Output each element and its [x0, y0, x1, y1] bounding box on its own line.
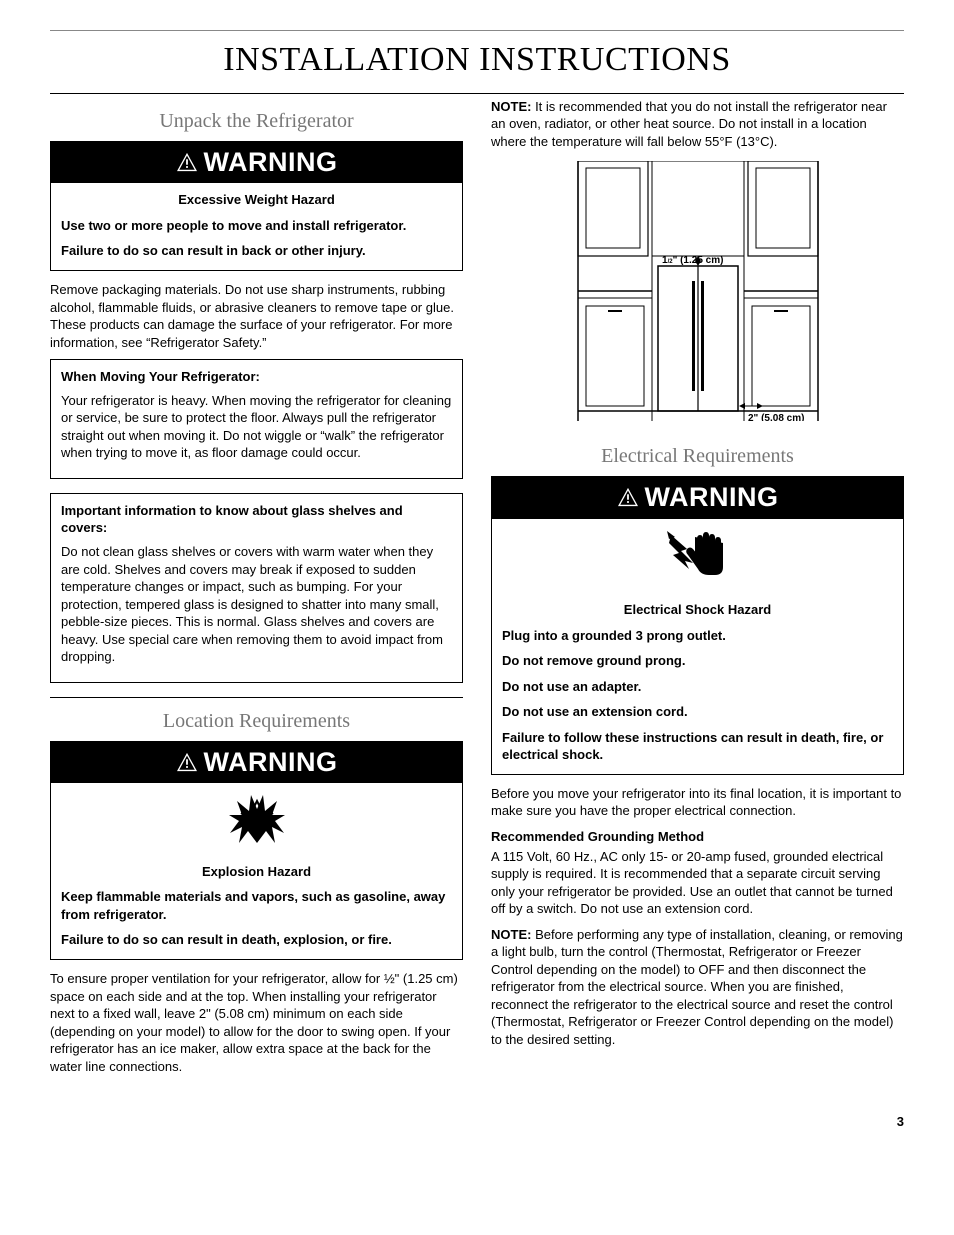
paragraph-grounding: A 115 Volt, 60 Hz., AC only 15- or 20-am… [491, 848, 904, 918]
info-box-body: Your refrigerator is heavy. When moving … [61, 392, 452, 462]
hazard-title: Excessive Weight Hazard [61, 191, 452, 209]
info-box-body: Do not clean glass shelves or covers wit… [61, 543, 452, 666]
warning-body: Electrical Shock Hazard Plug into a grou… [492, 593, 903, 774]
note-body: It is recommended that you do not instal… [491, 99, 887, 149]
hazard-title: Electrical Shock Hazard [502, 601, 893, 619]
warning-excessive-weight: WARNING Excessive Weight Hazard Use two … [50, 141, 463, 271]
warning-line: Keep flammable materials and vapors, suc… [61, 888, 452, 923]
warning-line: Do not use an extension cord. [502, 703, 893, 721]
section-unpack-title: Unpack the Refrigerator [50, 108, 463, 135]
note-body: Before performing any type of installati… [491, 927, 903, 1047]
warning-line: Use two or more people to move and insta… [61, 217, 452, 235]
info-box-title: Important information to know about glas… [61, 502, 452, 537]
warning-word: WARNING [645, 479, 779, 515]
warning-word: WARNING [204, 144, 338, 180]
warning-line: Failure to do so can result in back or o… [61, 242, 452, 260]
warning-line: Do not remove ground prong. [502, 652, 893, 670]
alert-triangle-icon [176, 152, 198, 172]
warning-body: Excessive Weight Hazard Use two or more … [51, 183, 462, 270]
subheading-grounding: Recommended Grounding Method [491, 828, 904, 846]
section-electrical-title: Electrical Requirements [491, 443, 904, 470]
right-column: NOTE: It is recommended that you do not … [491, 98, 904, 1083]
two-column-layout: Unpack the Refrigerator WARNING Excessiv… [50, 98, 904, 1083]
alert-triangle-icon [617, 487, 639, 507]
info-box-moving: When Moving Your Refrigerator: Your refr… [50, 359, 463, 479]
warning-electrical: WARNING Electrical Shock Hazard Plug int… [491, 476, 904, 775]
info-box-title: When Moving Your Refrigerator: [61, 368, 452, 386]
section-divider [50, 697, 463, 698]
shock-hand-icon [492, 519, 903, 594]
top-divider [50, 30, 904, 31]
note-before-installation: NOTE: Before performing any type of inst… [491, 926, 904, 1049]
warning-header: WARNING [51, 142, 462, 183]
section-location-title: Location Requirements [50, 708, 463, 735]
warning-explosion: WARNING Explosion Hazard Keep flammable … [50, 741, 463, 960]
warning-line: Do not use an adapter. [502, 678, 893, 696]
title-underline [50, 93, 904, 94]
page-title: INSTALLATION INSTRUCTIONS [50, 37, 904, 83]
left-column: Unpack the Refrigerator WARNING Excessiv… [50, 98, 463, 1083]
paragraph-electrical-intro: Before you move your refrigerator into i… [491, 785, 904, 820]
explosion-icon [51, 783, 462, 855]
warning-header: WARNING [51, 742, 462, 783]
paragraph-ventilation: To ensure proper ventilation for your re… [50, 970, 463, 1075]
page-number: 3 [50, 1113, 904, 1131]
warning-line: Plug into a grounded 3 prong outlet. [502, 627, 893, 645]
warning-header: WARNING [492, 477, 903, 518]
svg-text:1/2" (1.25 cm): 1/2" (1.25 cm) [662, 255, 723, 266]
warning-word: WARNING [204, 744, 338, 780]
note-prefix: NOTE: [491, 927, 531, 942]
alert-triangle-icon [176, 752, 198, 772]
info-box-glass: Important information to know about glas… [50, 493, 463, 683]
warning-line: Failure to do so can result in death, ex… [61, 931, 452, 949]
svg-text:2" (5.08 cm): 2" (5.08 cm) [748, 413, 804, 421]
clearance-diagram: 1/2" (1.25 cm) 2" (5.08 cm) [491, 161, 904, 426]
warning-body: Explosion Hazard Keep flammable material… [51, 855, 462, 959]
warning-line: Failure to follow these instructions can… [502, 729, 893, 764]
paragraph-remove-packaging: Remove packaging materials. Do not use s… [50, 281, 463, 351]
note-install-location: NOTE: It is recommended that you do not … [491, 98, 904, 151]
note-prefix: NOTE: [491, 99, 531, 114]
hazard-title: Explosion Hazard [61, 863, 452, 881]
